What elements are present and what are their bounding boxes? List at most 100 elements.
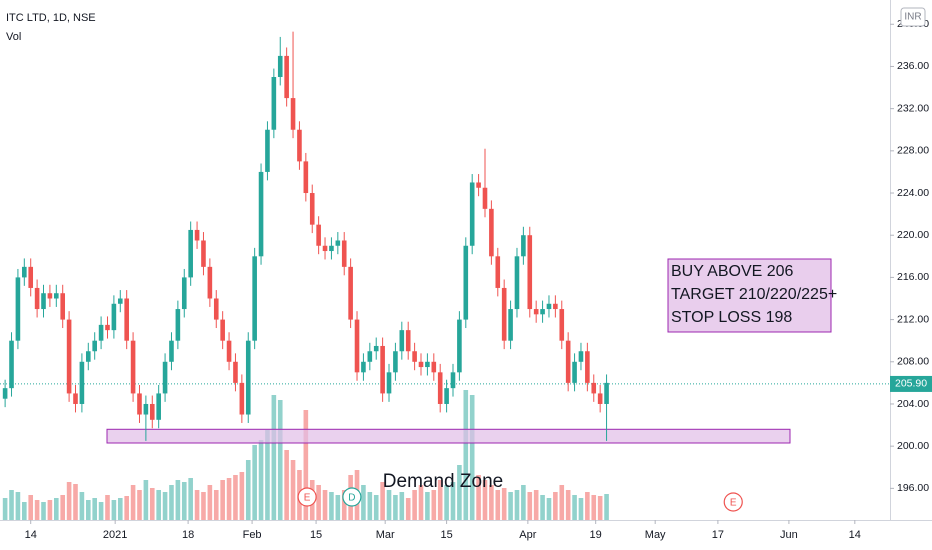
volume-bar <box>514 490 520 520</box>
x-tick-label: Feb <box>243 529 262 541</box>
volume-bar <box>335 495 341 520</box>
volume-bar <box>604 494 609 520</box>
x-tick-label: 14 <box>25 529 37 541</box>
volume-bar <box>450 482 456 520</box>
candle-body <box>85 351 91 362</box>
candle-body <box>559 309 565 341</box>
volume-bar <box>546 498 552 520</box>
demand-zone <box>106 428 791 444</box>
currency-badge <box>900 7 926 27</box>
candle-body <box>508 309 513 341</box>
volume-bar <box>386 490 392 520</box>
candle-body <box>290 98 296 130</box>
candle-body <box>79 361 85 404</box>
candle-body <box>207 266 213 299</box>
candle-body <box>540 309 545 315</box>
volume-bar <box>277 400 283 520</box>
x-tick-label: 18 <box>182 529 194 541</box>
volume-bar <box>284 450 289 520</box>
volume-bar <box>117 498 123 520</box>
volume-bar <box>405 498 411 520</box>
y-tick-label: 208.00 <box>897 356 929 368</box>
candle-body <box>335 240 341 246</box>
volume-bar <box>175 480 181 520</box>
candle-body <box>604 382 609 404</box>
candle-body <box>553 303 558 310</box>
candle-body <box>367 351 373 362</box>
volume-bar <box>469 395 475 520</box>
volume-bar <box>585 492 590 520</box>
volume-bar <box>137 490 142 520</box>
volume-bar <box>22 502 27 520</box>
candle-body <box>572 361 577 383</box>
candle-body <box>194 229 200 241</box>
volume-bar <box>437 480 443 520</box>
candle-body <box>162 361 168 394</box>
candle-body <box>28 266 34 288</box>
candle-body <box>591 382 597 394</box>
candle-body <box>373 345 379 352</box>
y-tick-label: 196.00 <box>897 482 929 494</box>
volume-bar <box>9 490 14 520</box>
volume-bar <box>207 485 213 520</box>
event-label: E <box>304 493 311 504</box>
volume-bar <box>329 492 334 520</box>
volume-bar <box>457 465 462 520</box>
candle-body <box>34 287 40 310</box>
candle-body <box>181 277 187 310</box>
volume-bar <box>226 478 232 520</box>
event-marker <box>342 487 362 507</box>
volume-bar <box>322 490 328 520</box>
volume-bar <box>444 485 449 520</box>
candle-body <box>578 351 584 362</box>
volume-bar <box>341 490 347 520</box>
candle-body <box>418 361 424 368</box>
candle-body <box>175 309 181 341</box>
volume-bar <box>60 495 66 520</box>
event-label: E <box>730 498 737 509</box>
candle-body <box>226 340 232 362</box>
candle-body <box>239 382 245 415</box>
volume-bar <box>290 460 296 520</box>
volume-bar <box>73 484 78 520</box>
volume-bar <box>501 488 507 520</box>
volume-bar <box>213 490 219 520</box>
demand-zone-label: Demand Zone <box>383 471 503 492</box>
candle-body <box>277 55 283 77</box>
candle-body <box>169 340 174 362</box>
volume-bar <box>194 490 200 520</box>
volume-bar <box>578 498 584 520</box>
volume-bar <box>412 490 417 520</box>
candle-body <box>386 372 392 394</box>
volume-bar <box>66 482 72 520</box>
candle-body <box>41 293 46 310</box>
candle-body <box>322 245 328 252</box>
candle-body <box>444 388 449 404</box>
volume-bar <box>233 475 238 520</box>
volume-bar <box>15 492 21 520</box>
volume-bar <box>143 480 149 520</box>
volume-bar <box>495 490 501 520</box>
candle-body <box>15 277 21 341</box>
volume-bar <box>367 492 373 520</box>
volume-bar <box>79 492 85 520</box>
volume-bar <box>54 498 59 520</box>
candle-body <box>489 208 494 257</box>
volume-bar <box>565 490 571 520</box>
candle-body <box>501 287 507 341</box>
y-tick-label: 216.00 <box>897 271 929 283</box>
candle-body <box>361 361 366 373</box>
candle-body <box>245 340 251 415</box>
annotation-line: BUY ABOVE 206 <box>671 263 794 280</box>
candle-body <box>124 298 129 341</box>
volume-bar <box>124 496 129 520</box>
y-tick-label: 224.00 <box>897 187 929 199</box>
candle-body <box>469 182 475 246</box>
candle-body <box>303 161 309 194</box>
volume-bar <box>489 485 494 520</box>
x-tick-label: 19 <box>590 529 602 541</box>
volume-bar <box>431 490 437 520</box>
candle-body <box>457 319 462 373</box>
candle-body <box>271 76 277 130</box>
y-tick-label: 200.00 <box>897 440 929 452</box>
